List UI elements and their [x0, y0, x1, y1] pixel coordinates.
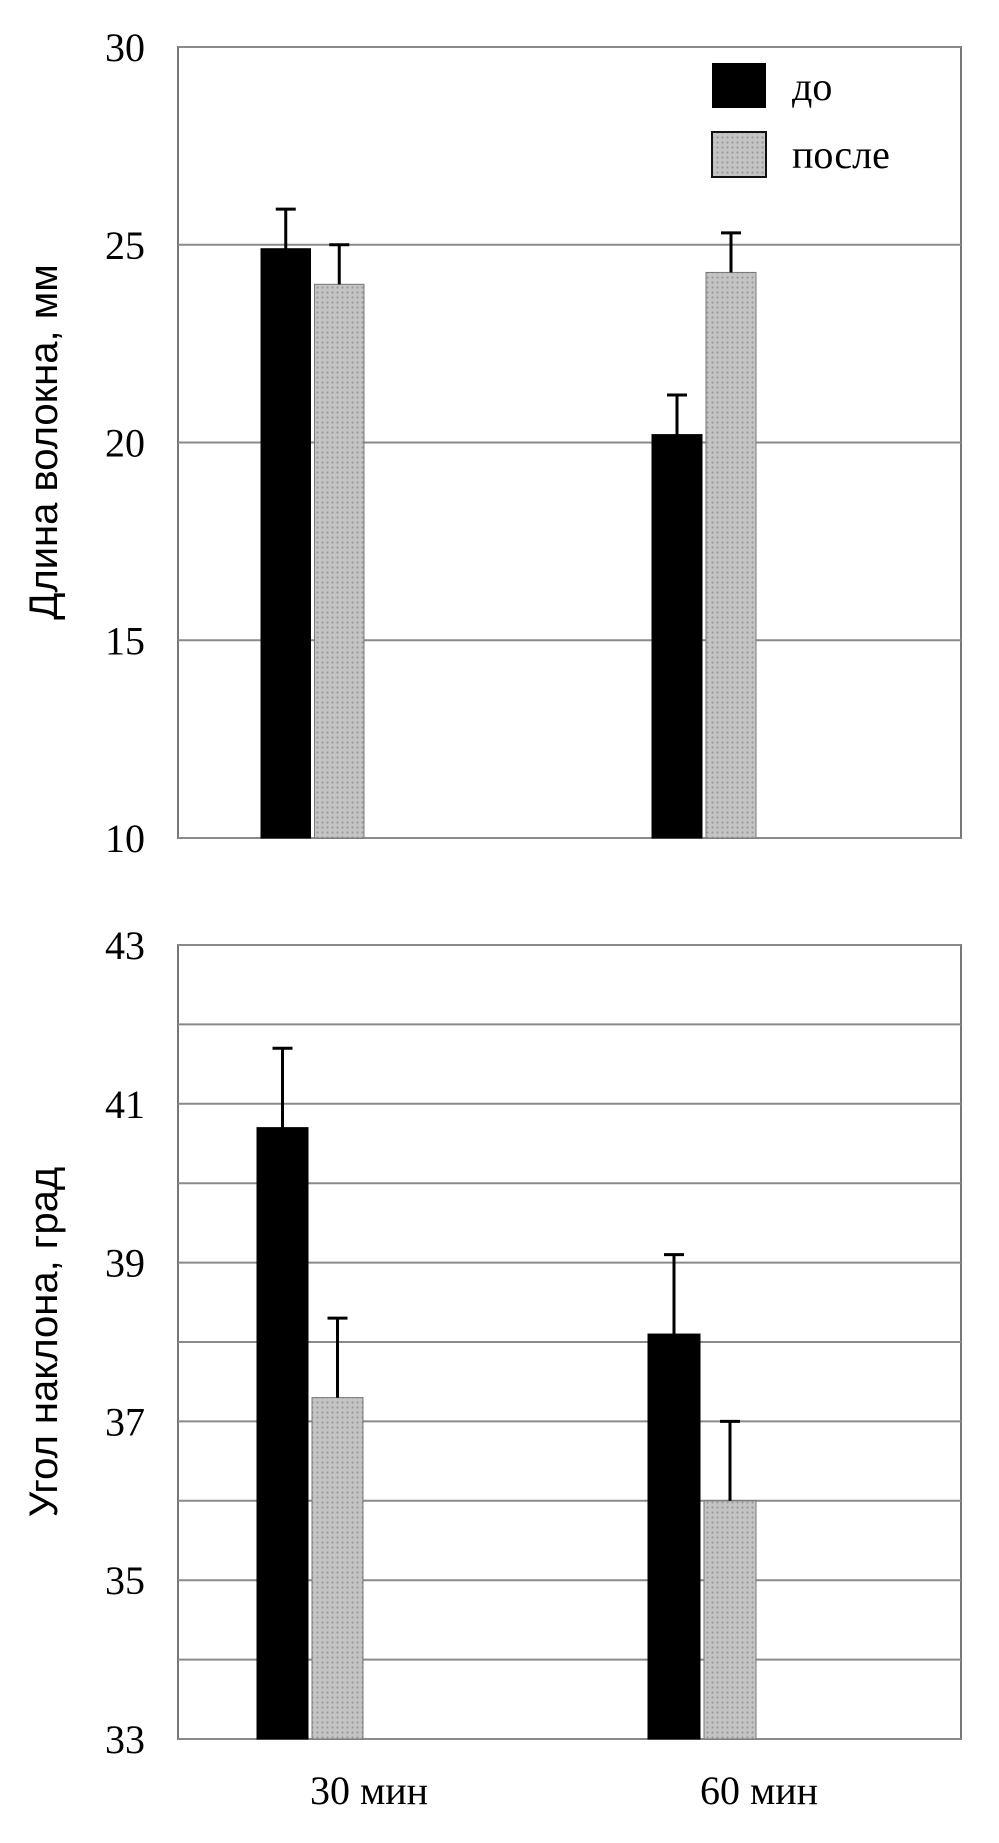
y-tick-label: 10 [105, 816, 145, 861]
legend-label-after: после [792, 132, 890, 177]
x-tick-label-30-min: 30 мин [310, 1768, 428, 1813]
bars [260, 207, 757, 839]
y-tick-label: 30 [105, 25, 145, 70]
chart-tilt-angle: 33 35 37 39 41 43 Угол наклона, град [22, 923, 962, 1762]
y-tick-label: 35 [105, 1558, 145, 1603]
legend: до после [711, 63, 890, 178]
bar-after [703, 1500, 757, 1740]
bar-before [260, 248, 311, 839]
y-tick-label: 25 [105, 223, 145, 268]
y-tick-label: 20 [105, 421, 145, 466]
y-axis-title: Угол наклона, град [22, 1167, 66, 1517]
bar-after [705, 271, 757, 839]
legend-label-before: до [792, 64, 832, 109]
legend-swatch-before [712, 63, 766, 108]
y-tick-label: 43 [105, 923, 145, 968]
bar-before [651, 434, 703, 839]
y-tick-labels: 33 35 37 39 41 43 [105, 923, 145, 1762]
y-tick-label: 37 [105, 1399, 145, 1444]
bar-after [314, 283, 365, 839]
y-tick-label: 39 [105, 1241, 145, 1286]
bar-before [256, 1127, 309, 1740]
y-tick-label: 33 [105, 1717, 145, 1762]
x-tick-labels: 30 мин 60 мин [310, 1768, 818, 1813]
y-tick-label: 15 [105, 618, 145, 663]
bars [256, 1046, 757, 1740]
chart-fiber-length: 10 15 20 25 30 Длина волокна, мм до после [22, 25, 962, 861]
bar-after [311, 1397, 364, 1740]
y-tick-labels: 10 15 20 25 30 [105, 25, 145, 861]
legend-swatch-after [711, 131, 767, 178]
x-tick-label-60-min: 60 мин [700, 1768, 818, 1813]
y-tick-label: 41 [105, 1082, 145, 1127]
bar-before [647, 1333, 701, 1740]
y-axis-title: Длина волокна, мм [22, 264, 66, 620]
